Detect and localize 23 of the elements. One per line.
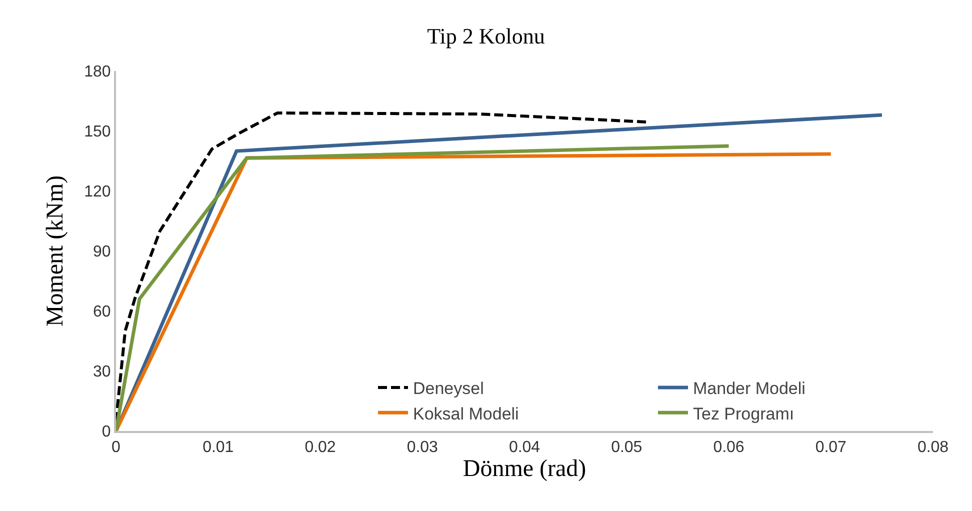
y-axis-title: Moment (kNm) [42, 175, 69, 327]
x-tick-label: 0.07 [815, 439, 847, 456]
legend-label: Tez Programı [693, 404, 794, 424]
legend-label: Mander Modeli [693, 379, 806, 398]
legend-label: Deneysel [413, 379, 484, 398]
x-tick-label: 0.02 [304, 439, 336, 456]
y-tick-label: 120 [84, 184, 111, 201]
x-tick-label: 0.01 [202, 439, 234, 456]
x-tick-label: 0.06 [713, 439, 744, 456]
x-tick-label: 0.05 [611, 439, 642, 456]
chart-title: Tip 2 Kolonu [427, 23, 545, 48]
x-tick-label: 0.08 [917, 439, 949, 456]
y-tick-label: 90 [93, 244, 111, 261]
x-tick-label: 0.03 [406, 439, 438, 456]
x-tick-label: 0.04 [508, 439, 540, 456]
x-axis-title: Dönme (rad) [462, 456, 586, 482]
y-tick-label: 0 [102, 424, 111, 441]
y-tick-label: 60 [93, 304, 111, 321]
y-tick-label: 30 [93, 364, 111, 381]
legend-label: Koksal Modeli [413, 404, 519, 424]
y-tick-label: 180 [84, 64, 111, 81]
y-tick-label: 150 [84, 124, 111, 141]
line-series [116, 112, 649, 422]
